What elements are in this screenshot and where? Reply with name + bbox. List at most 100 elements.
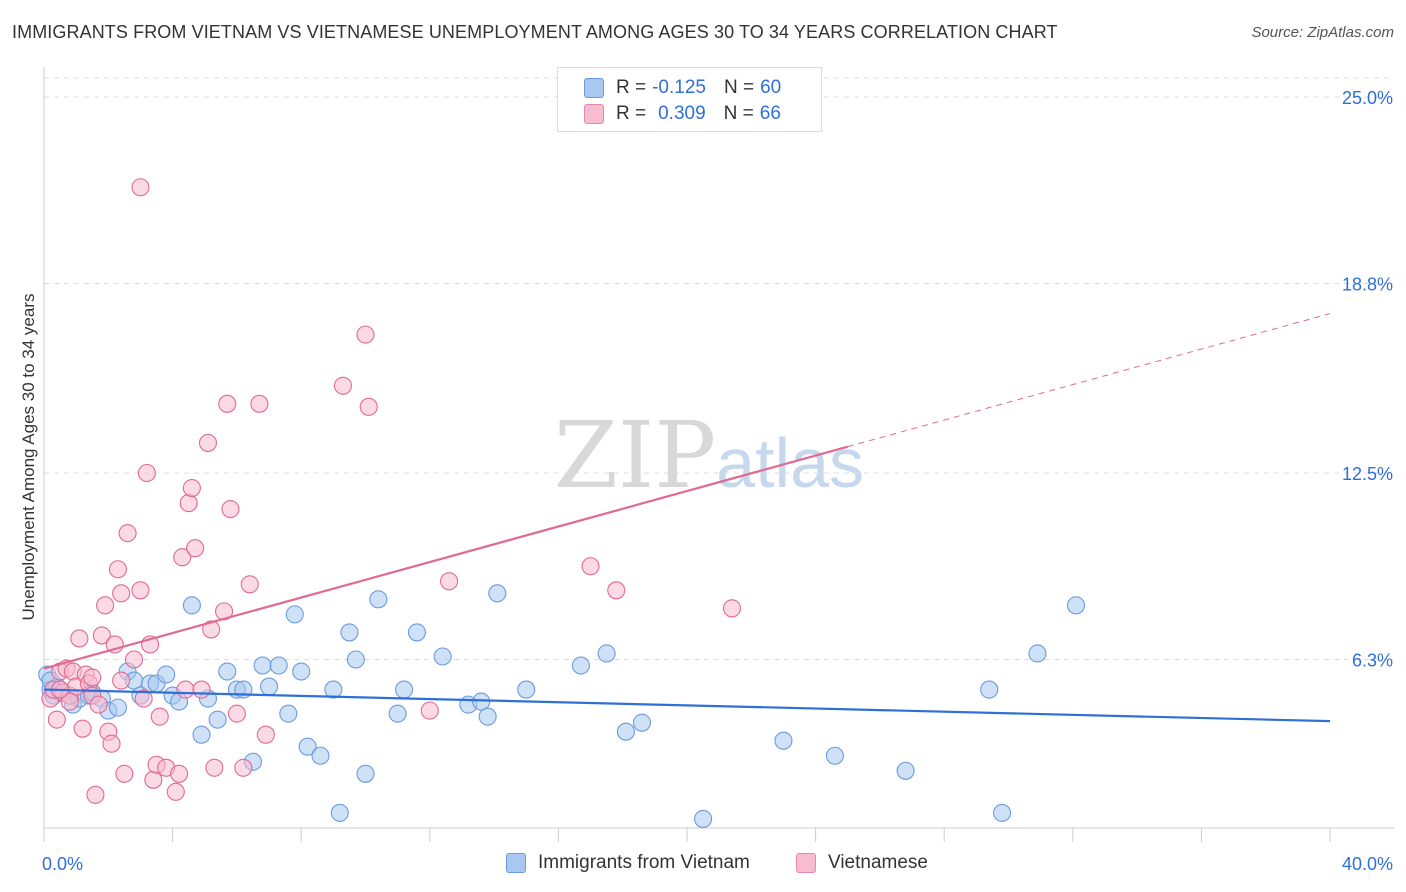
point-immigrants — [478, 707, 497, 726]
point-immigrants — [346, 650, 365, 669]
legend-swatch-blue — [584, 78, 604, 98]
point-immigrants — [311, 746, 330, 765]
point-immigrants — [108, 698, 127, 717]
legend-n-label: N = — [723, 103, 754, 124]
point-vietnamese — [250, 394, 269, 413]
point-vietnamese — [359, 397, 378, 416]
point-vietnamese — [240, 575, 259, 594]
point-vietnamese — [440, 572, 459, 591]
point-vietnamese — [182, 478, 201, 498]
point-immigrants — [388, 704, 407, 723]
y-axis-label: Unemployment Among Ages 30 to 34 years — [19, 293, 38, 621]
point-immigrants — [192, 725, 211, 744]
legend-n-value: 60 — [760, 77, 782, 98]
series-swatch-pink — [796, 853, 816, 873]
point-immigrants — [298, 737, 317, 756]
point-vietnamese — [112, 671, 131, 690]
y-tick-label: 18.8% — [1342, 274, 1393, 294]
point-immigrants — [597, 644, 616, 663]
point-vietnamese — [96, 596, 115, 615]
point-vietnamese — [118, 524, 137, 543]
point-immigrants — [774, 731, 793, 750]
chart-title: IMMIGRANTS FROM VIETNAM VS VIETNAMESE UN… — [12, 22, 1058, 42]
trend-line-immigrants — [43, 688, 1331, 723]
y-tick-label: 12.5% — [1342, 464, 1393, 484]
series-label: Vietnamese — [828, 852, 928, 873]
point-vietnamese — [581, 557, 600, 576]
legend-row-vietnamese: R = 0.309 N = 66 — [584, 102, 781, 126]
y-tick-label: 6.3% — [1352, 650, 1393, 670]
point-vietnamese — [112, 584, 131, 603]
point-vietnamese — [166, 782, 185, 801]
point-immigrants — [218, 662, 237, 681]
point-immigrants — [980, 680, 999, 699]
series-swatch-blue — [506, 853, 526, 873]
point-immigrants — [182, 596, 201, 615]
point-immigrants — [488, 584, 507, 603]
trend-line-vietnamese — [43, 445, 849, 670]
series-legend-vietnamese[interactable]: Vietnamese — [796, 852, 928, 874]
point-vietnamese — [205, 758, 224, 777]
point-vietnamese — [47, 710, 66, 729]
point-vietnamese — [86, 785, 105, 804]
point-immigrants — [1028, 644, 1047, 663]
point-vietnamese — [176, 680, 195, 699]
x-tick-label: 0.0% — [42, 854, 83, 874]
point-vietnamese — [198, 433, 218, 452]
point-vietnamese — [124, 650, 144, 669]
point-immigrants — [825, 746, 844, 765]
point-immigrants — [253, 656, 272, 675]
x-tick-label: 40.0% — [1342, 854, 1393, 874]
point-vietnamese — [218, 394, 237, 413]
point-vietnamese — [137, 463, 156, 483]
point-vietnamese — [722, 599, 742, 618]
point-immigrants — [330, 803, 349, 822]
point-immigrants — [1066, 596, 1086, 615]
point-immigrants — [208, 710, 227, 729]
point-vietnamese — [607, 581, 626, 600]
point-immigrants — [472, 692, 491, 711]
point-immigrants — [259, 677, 279, 696]
point-vietnamese — [108, 560, 127, 579]
point-immigrants — [694, 809, 713, 828]
series-legend-immigrants[interactable]: Immigrants from Vietnam — [506, 852, 750, 874]
legend-r-value: 0.309 — [658, 103, 706, 124]
point-vietnamese — [134, 689, 153, 708]
point-immigrants — [571, 656, 590, 675]
trend-line-vietnamese-extension — [847, 313, 1331, 448]
point-vietnamese — [333, 376, 353, 395]
point-immigrants — [157, 665, 176, 684]
point-vietnamese — [92, 626, 111, 645]
y-tick-label: 25.0% — [1342, 88, 1393, 108]
point-immigrants — [279, 704, 298, 723]
point-vietnamese — [150, 707, 169, 726]
legend-r-label: R = — [616, 77, 647, 98]
correlation-legend: R = -0.125 N = 60 R = 0.309 N = 66 — [557, 67, 822, 132]
point-vietnamese — [169, 764, 189, 783]
legend-row-immigrants: R = -0.125 N = 60 — [584, 76, 781, 100]
point-vietnamese — [227, 704, 246, 723]
legend-n-value: 66 — [759, 103, 781, 124]
point-vietnamese — [234, 758, 253, 777]
point-immigrants — [356, 764, 375, 783]
point-immigrants — [517, 680, 536, 699]
point-vietnamese — [89, 695, 108, 714]
legend-r-label: R = — [616, 103, 647, 124]
point-immigrants — [407, 623, 426, 642]
point-vietnamese — [144, 770, 163, 789]
point-immigrants — [340, 623, 359, 642]
point-immigrants — [616, 722, 635, 741]
point-vietnamese — [60, 692, 79, 711]
source-label: Source: ZipAtlas.com — [1251, 24, 1394, 41]
point-vietnamese — [70, 629, 89, 648]
point-vietnamese — [192, 680, 211, 699]
point-vietnamese — [356, 325, 375, 344]
point-vietnamese — [131, 178, 150, 197]
legend-n-label: N = — [723, 77, 755, 98]
point-immigrants — [896, 761, 915, 780]
legend-swatch-pink — [584, 104, 604, 124]
legend-r-value: -0.125 — [652, 77, 706, 98]
point-vietnamese — [179, 494, 198, 513]
point-vietnamese — [173, 548, 192, 567]
